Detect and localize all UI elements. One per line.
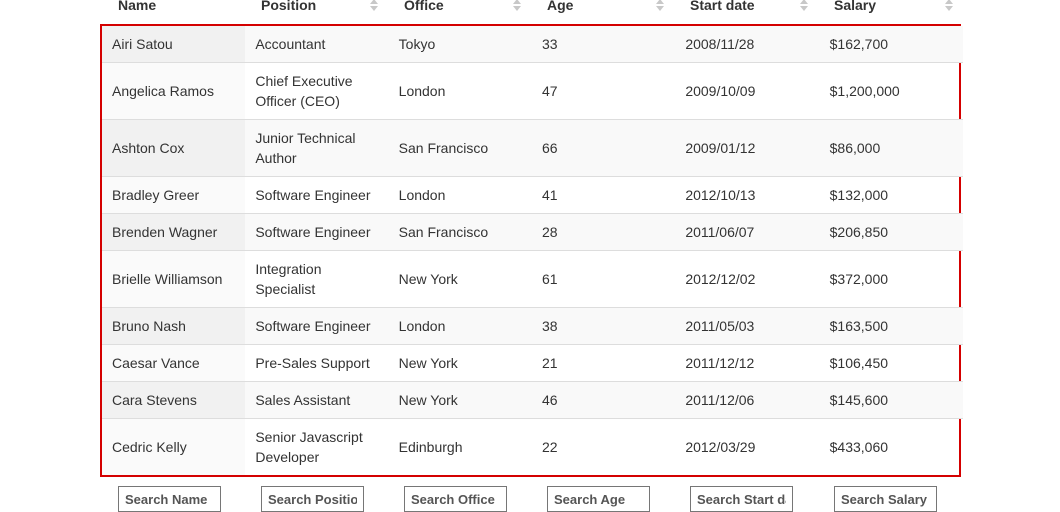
cell-age: 47 — [531, 62, 676, 120]
cell-office: New York — [388, 344, 532, 382]
cell-salary: $106,450 — [819, 344, 963, 382]
cell-start-date: 2009/01/12 — [675, 119, 820, 177]
sort-icon — [513, 0, 521, 16]
cell-salary: $372,000 — [819, 250, 963, 308]
cell-age: 66 — [531, 119, 676, 177]
column-header-age[interactable]: Age — [529, 0, 672, 36]
cell-office: Tokyo — [388, 26, 532, 63]
cell-office: London — [388, 62, 532, 120]
cell-start-date: 2011/12/06 — [675, 381, 820, 419]
cell-position: Chief Executive Officer (CEO) — [245, 62, 389, 120]
cell-position: Accountant — [245, 26, 389, 63]
sort-ascending-icon — [227, 0, 235, 16]
search-office-input[interactable] — [404, 486, 507, 512]
cell-position: Sales Assistant — [245, 381, 389, 419]
cell-office: San Francisco — [388, 119, 532, 177]
cell-office: New York — [388, 381, 532, 419]
table-row[interactable]: Airi Satou Accountant Tokyo 33 2008/11/2… — [102, 26, 963, 63]
cell-salary: $86,000 — [819, 119, 963, 177]
column-header-salary[interactable]: Salary — [816, 0, 961, 36]
cell-name: Brielle Williamson — [102, 250, 246, 308]
cell-age: 41 — [531, 176, 676, 214]
cell-name: Airi Satou — [102, 26, 246, 63]
table-body-highlight: Airi Satou Accountant Tokyo 33 2008/11/2… — [100, 24, 963, 477]
column-header-position[interactable]: Position — [243, 0, 386, 36]
table-row[interactable]: Bruno Nash Software Engineer London 38 2… — [102, 307, 963, 345]
search-age-input[interactable] — [547, 486, 650, 512]
table-row[interactable]: Cara Stevens Sales Assistant New York 46… — [102, 381, 963, 419]
cell-age: 46 — [531, 381, 676, 419]
cell-salary: $433,060 — [819, 418, 963, 475]
cell-salary: $132,000 — [819, 176, 963, 214]
search-name-input[interactable] — [118, 486, 221, 512]
table-row[interactable]: Ashton Cox Junior Technical Author San F… — [102, 119, 963, 177]
cell-salary: $162,700 — [819, 26, 963, 63]
cell-age: 28 — [531, 213, 676, 251]
cell-name: Cedric Kelly — [102, 418, 246, 475]
cell-office: New York — [388, 250, 532, 308]
cell-position: Software Engineer — [245, 176, 389, 214]
cell-age: 38 — [531, 307, 676, 345]
cell-name: Angelica Ramos — [102, 62, 246, 120]
cell-start-date: 2012/10/13 — [675, 176, 820, 214]
cell-position: Software Engineer — [245, 307, 389, 345]
cell-start-date: 2011/12/12 — [675, 344, 820, 382]
sort-icon — [656, 0, 664, 16]
table-row[interactable]: Cedric Kelly Senior Javascript Developer… — [102, 418, 963, 475]
cell-position: Junior Technical Author — [245, 119, 389, 177]
cell-salary: $145,600 — [819, 381, 963, 419]
cell-name: Bradley Greer — [102, 176, 246, 214]
cell-age: 21 — [531, 344, 676, 382]
cell-start-date: 2011/06/07 — [675, 213, 820, 251]
table-row[interactable]: Brenden Wagner Software Engineer San Fra… — [102, 213, 963, 251]
cell-age: 61 — [531, 250, 676, 308]
table-body: Airi Satou Accountant Tokyo 33 2008/11/2… — [102, 26, 963, 475]
cell-position: Integration Specialist — [245, 250, 389, 308]
sort-icon — [800, 0, 808, 16]
cell-start-date: 2011/05/03 — [675, 307, 820, 345]
cell-office: Edinburgh — [388, 418, 532, 475]
column-header-office[interactable]: Office — [386, 0, 529, 36]
cell-start-date: 2012/03/29 — [675, 418, 820, 475]
cell-start-date: 2008/11/28 — [675, 26, 820, 63]
cell-office: London — [388, 176, 532, 214]
search-salary-input[interactable] — [834, 486, 937, 512]
cell-name: Bruno Nash — [102, 307, 246, 345]
cell-position: Pre-Sales Support — [245, 344, 389, 382]
cell-age: 33 — [531, 26, 676, 63]
data-table: Name Position Office Age Start date Sala… — [100, 0, 963, 477]
cell-office: San Francisco — [388, 213, 532, 251]
cell-office: London — [388, 307, 532, 345]
table-row[interactable]: Bradley Greer Software Engineer London 4… — [102, 176, 963, 214]
cell-salary: $1,200,000 — [819, 62, 963, 120]
cell-salary: $163,500 — [819, 307, 963, 345]
table-header: Name Position Office Age Start date Sala… — [100, 0, 961, 36]
cell-name: Cara Stevens — [102, 381, 246, 419]
column-header-start-date[interactable]: Start date — [672, 0, 816, 36]
cell-name: Ashton Cox — [102, 119, 246, 177]
cell-start-date: 2009/10/09 — [675, 62, 820, 120]
search-position-input[interactable] — [261, 486, 364, 512]
cell-name: Caesar Vance — [102, 344, 246, 382]
sort-icon — [945, 0, 953, 16]
cell-name: Brenden Wagner — [102, 213, 246, 251]
cell-position: Software Engineer — [245, 213, 389, 251]
cell-salary: $206,850 — [819, 213, 963, 251]
table-row[interactable]: Caesar Vance Pre-Sales Support New York … — [102, 344, 963, 382]
sort-icon — [370, 0, 378, 16]
cell-position: Senior Javascript Developer — [245, 418, 389, 475]
search-start-date-input[interactable] — [690, 486, 793, 512]
cell-age: 22 — [531, 418, 676, 475]
table-row[interactable]: Brielle Williamson Integration Specialis… — [102, 250, 963, 308]
table-row[interactable]: Angelica Ramos Chief Executive Officer (… — [102, 62, 963, 120]
cell-start-date: 2012/12/02 — [675, 250, 820, 308]
column-header-name[interactable]: Name — [100, 0, 243, 36]
